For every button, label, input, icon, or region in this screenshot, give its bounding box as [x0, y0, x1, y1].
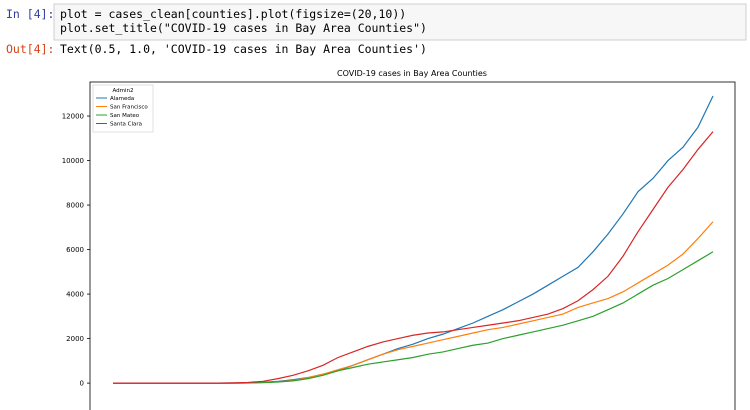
- y-tick-label: 12000: [62, 113, 84, 121]
- y-tick-label: 6000: [66, 246, 84, 254]
- axes: [89, 81, 736, 410]
- legend-label: Santa Clara: [110, 122, 142, 128]
- legend-label: San Mateo: [110, 113, 140, 119]
- y-tick-label: 4000: [66, 291, 84, 299]
- y-tick-label: 2000: [66, 335, 84, 343]
- code-line: plot = cases_clean[counties].plot(figsiz…: [60, 7, 406, 21]
- series-line: [113, 131, 714, 384]
- code-line: plot.set_title("COVID-19 cases in Bay Ar…: [60, 21, 427, 35]
- y-tick-label: 0: [80, 380, 84, 388]
- output-text: Text(0.5, 1.0, 'COVID-19 cases in Bay Ar…: [60, 42, 427, 56]
- legend-title: Admin2: [112, 88, 133, 94]
- chart-title: COVID-19 cases in Bay Area Counties: [337, 69, 487, 78]
- output-prompt: Out[4]:: [6, 42, 54, 56]
- y-tick-label: 10000: [62, 157, 84, 165]
- code-cell[interactable]: [53, 3, 747, 41]
- series-line: [113, 251, 714, 384]
- legend-label: San Francisco: [110, 105, 148, 111]
- legend-box: [92, 84, 154, 133]
- input-prompt: In [4]:: [6, 7, 54, 21]
- legend-label: Alameda: [110, 96, 134, 102]
- y-tick-label: 8000: [66, 202, 84, 210]
- series-line: [113, 95, 714, 384]
